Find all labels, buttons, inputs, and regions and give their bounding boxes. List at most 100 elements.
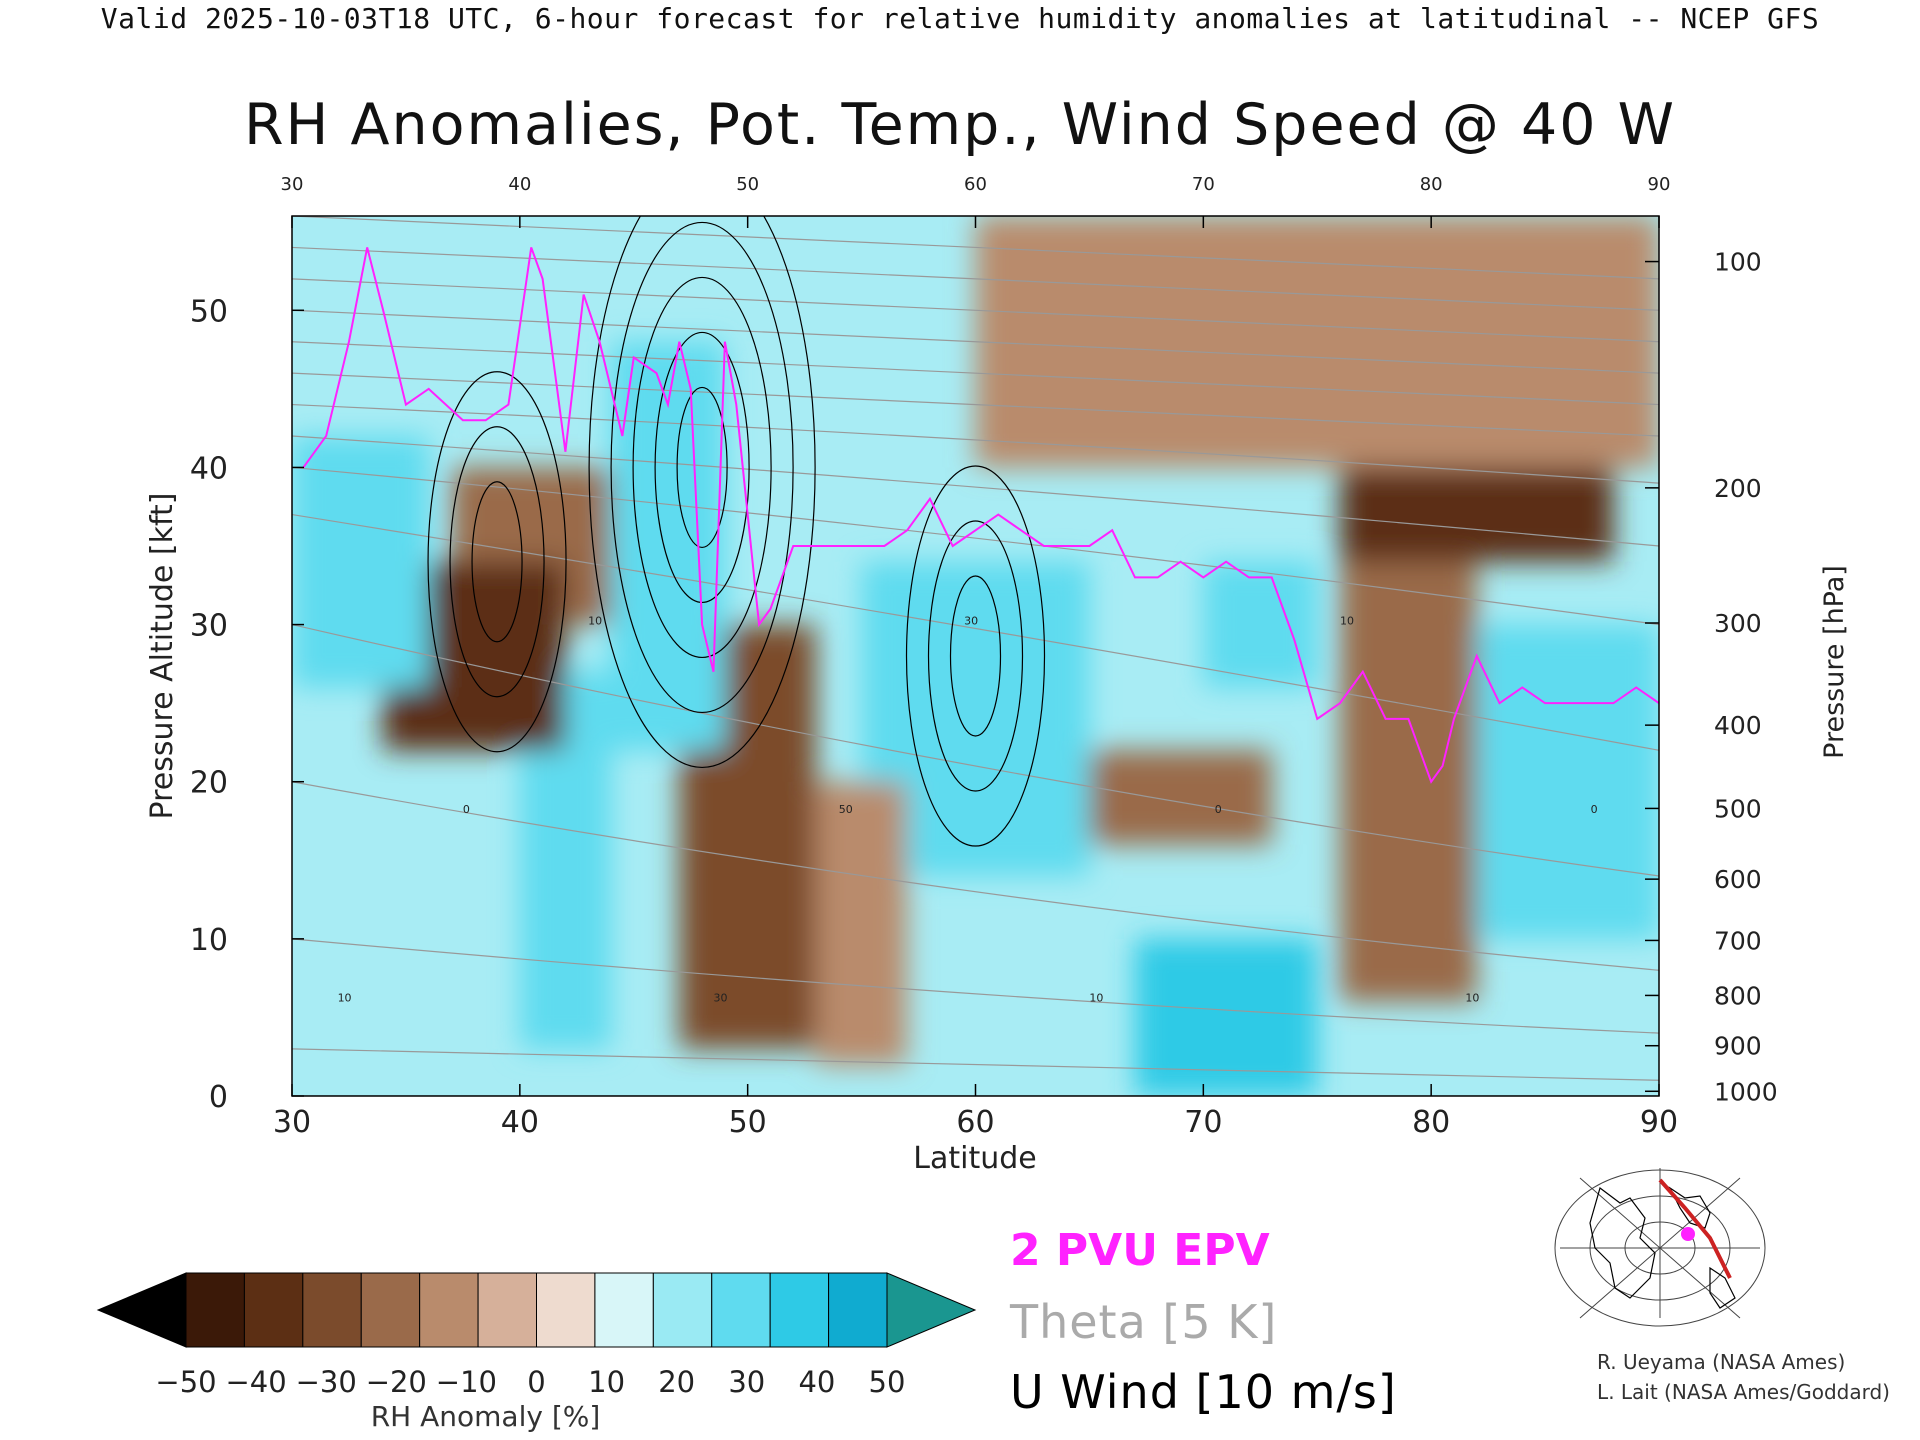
pressure-tick-label: 800: [1714, 981, 1762, 1010]
legend-theta: Theta [5 K]: [1010, 1295, 1278, 1349]
colorbar-tick-label: 50: [869, 1365, 906, 1399]
u-wind-contour-label: 10: [1340, 615, 1354, 628]
x-axis-label: Latitude: [913, 1141, 1036, 1176]
colorbar-tick-label: 0: [527, 1365, 545, 1399]
pressure-tick-label: 400: [1714, 711, 1762, 740]
x-top-tick-label: 50: [736, 174, 759, 195]
colorbar-swatch: [711, 1272, 771, 1348]
theta-isentrope-350: [292, 435, 1659, 547]
colorbar-tick-label: 20: [658, 1365, 695, 1399]
credit-line-1: R. Ueyama (NASA Ames): [1597, 1350, 1846, 1374]
theta-isentrope-390: [292, 309, 1659, 374]
colorbar-swatch: [769, 1272, 830, 1348]
u-wind-contour-2-0: [949, 575, 1002, 737]
colorbar-tick-label: −40: [225, 1365, 286, 1399]
y-tick-label: 50: [190, 294, 228, 329]
y2-axis-label: Pressure [hPa]: [1819, 565, 1850, 759]
chart-title: RH Anomalies, Pot. Temp., Wind Speed @ 4…: [243, 92, 1677, 158]
colorbar-tick-label: −30: [296, 1365, 357, 1399]
polar-map-icon: [1554, 1168, 1766, 1327]
theta-isentrope-410: [292, 246, 1659, 311]
u-wind-contour-1-0: [471, 481, 523, 643]
u-wind-contour-0-0: [676, 386, 728, 549]
u-wind-contour-1-2: [427, 371, 567, 753]
colorbar-tick-label: 10: [588, 1365, 625, 1399]
pressure-tick-label: 200: [1714, 474, 1762, 503]
theta-isentrope-300: [292, 938, 1659, 1034]
colorbar-swatch: [536, 1272, 596, 1348]
colorbar-tick-label: −10: [436, 1365, 497, 1399]
x-top-tick-label: 30: [281, 174, 304, 195]
rh-anomaly-cell-2: [1476, 624, 1659, 939]
rh-anomaly-cell-0: [975, 216, 1659, 468]
u-wind-contour-label: 10: [1089, 992, 1103, 1005]
u-wind-contour-1-1: [449, 426, 545, 698]
u-wind-contour-label: 0: [1215, 803, 1222, 816]
colorbar-tick-label: 40: [798, 1365, 835, 1399]
x-top-tick-label: 60: [964, 174, 987, 195]
pressure-tick-label: 600: [1714, 865, 1762, 894]
colorbar-swatch: [828, 1272, 888, 1348]
x-top-tick-label: 70: [1192, 174, 1215, 195]
legend-wind: U Wind [10 m/s]: [1010, 1365, 1397, 1419]
theta-isentrope-400: [292, 278, 1659, 343]
u-wind-contour-0-2: [632, 276, 772, 659]
colorbar-swatch: [652, 1272, 713, 1348]
colorbar-tick-label: 30: [728, 1365, 765, 1399]
rh-anomaly-cell-4: [1340, 467, 1614, 562]
colorbar-swatch: [594, 1272, 654, 1348]
theta-isentrope-340: [292, 466, 1659, 626]
u-wind-contour-0-4: [588, 216, 816, 768]
epv-2pvu-line: [302, 247, 1659, 784]
u-wind-contour-label: 0: [1591, 803, 1598, 816]
valid-time-caption: Valid 2025-10-03T18 UTC, 6-hour forecast…: [100, 2, 1820, 35]
cross-section-track: [1658, 1178, 1732, 1279]
theta-isentropes: [292, 216, 1659, 1096]
legend-epv: 2 PVU EPV: [1010, 1225, 1270, 1276]
plot-area: 10 0 10 30 50 30 10 0 10 10 0: [291, 215, 1660, 1097]
location-marker: [1681, 1227, 1695, 1241]
theta-isentrope-290: [292, 1048, 1659, 1081]
x-top-tick-label: 40: [508, 174, 531, 195]
pressure-tick-label: 700: [1714, 926, 1762, 955]
theta-isentrope-310: [292, 781, 1659, 971]
rh-anomaly-cell-3: [1340, 530, 1477, 1002]
x-tick-label: 90: [1640, 1105, 1678, 1140]
x-tick-label: 30: [273, 1105, 311, 1140]
y-tick-label: 20: [190, 766, 228, 801]
u-wind-contour-label: 30: [713, 992, 727, 1005]
y-axis-label: Pressure Altitude [kft]: [145, 493, 180, 820]
rh-anomaly-field: [292, 216, 1659, 1096]
pressure-tick-label: 500: [1714, 794, 1762, 823]
y-tick-label: 30: [190, 609, 228, 644]
u-wind-contour-label: 50: [839, 803, 853, 816]
u-wind-contour-2-1: [927, 520, 1024, 792]
colorbar-swatch: [185, 1272, 245, 1348]
pressure-tick-label: 900: [1714, 1032, 1762, 1061]
u-wind-contour-label: 10: [338, 992, 352, 1005]
colorbar-swatch: [419, 1272, 479, 1348]
colorbar-tick-label: −50: [155, 1365, 216, 1399]
axes: 3030404050506060707080809090010203040501…: [145, 174, 1850, 1176]
u-wind-contour-label: 10: [1465, 992, 1479, 1005]
u-wind-contours: 10 0 10 30 50 30 10 0 10 10 0: [338, 216, 1598, 1005]
colorbar: −50 −40 −30 −20 −10 0 10 20 30 40 50: [96, 1272, 977, 1399]
theta-isentrope-320: [292, 623, 1659, 877]
x-tick-label: 70: [1184, 1105, 1222, 1140]
pressure-tick-label: 100: [1714, 248, 1762, 277]
credits: R. Ueyama (NASA Ames) L. Lait (NASA Ames…: [1597, 1347, 1890, 1407]
x-tick-label: 80: [1412, 1105, 1450, 1140]
pressure-tick-label: 300: [1714, 609, 1762, 638]
colorbar-swatch: [477, 1272, 538, 1348]
credit-line-2: L. Lait (NASA Ames/Goddard): [1597, 1380, 1890, 1404]
u-wind-contour-0-3: [610, 221, 794, 714]
u-wind-contour-label: 0: [463, 803, 470, 816]
x-top-tick-label: 90: [1648, 174, 1671, 195]
rh-anomaly-cell-10: [816, 781, 908, 1065]
x-tick-label: 40: [501, 1105, 539, 1140]
theta-isentrope-420: [292, 216, 1659, 280]
colorbar-swatch: [302, 1272, 362, 1348]
colorbar-over-arrow: [886, 1272, 977, 1348]
y-tick-label: 10: [190, 923, 228, 958]
